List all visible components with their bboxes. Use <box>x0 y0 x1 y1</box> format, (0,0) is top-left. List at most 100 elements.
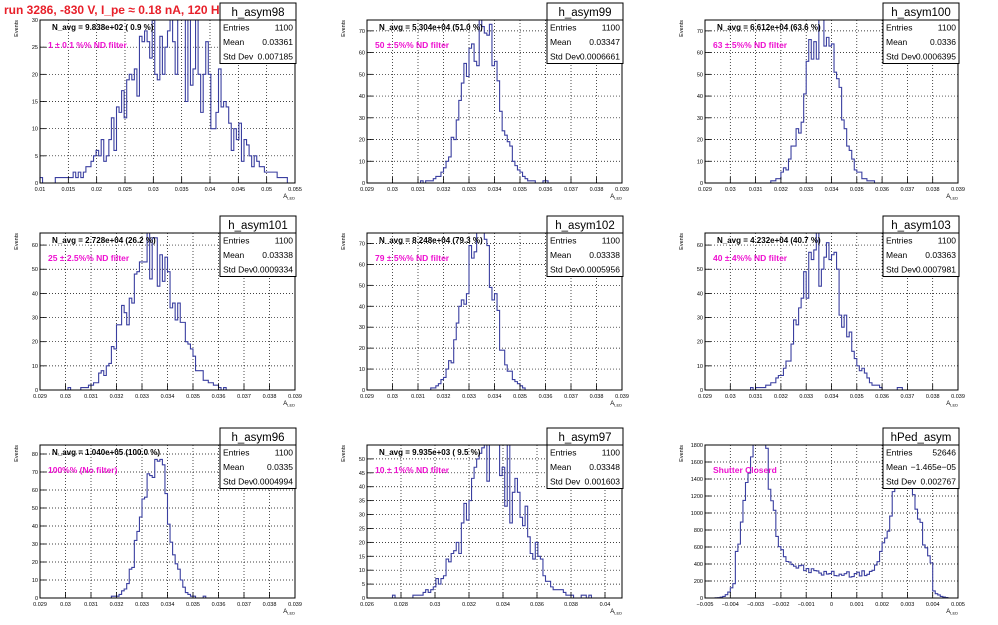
y-tick-label: 0 <box>35 181 38 187</box>
x-tick-label: 0.028 <box>394 602 408 608</box>
histogram-line <box>39 19 295 184</box>
y-tick-label: 40 <box>359 304 365 310</box>
y-tick-label: 0 <box>35 388 38 394</box>
y-axis-label: Events <box>679 445 685 462</box>
x-tick-label: 0.036 <box>875 394 889 400</box>
stats-key: Std Dev <box>886 477 917 487</box>
navg-label: N_avg = 8.248e+04 (79.3 %) <box>379 236 483 245</box>
x-tick-label: 0.038 <box>263 394 277 400</box>
x-tick-label: 0.039 <box>951 187 965 193</box>
filter-label: 25 ± 2.5%% ND filter <box>48 253 130 263</box>
y-tick-label: 0 <box>35 596 38 602</box>
x-tick-label: −0.005 <box>697 602 714 608</box>
y-tick-label: 0 <box>362 388 365 394</box>
stats-value: −1.465e−05 <box>911 462 957 472</box>
stats-value: 0.0009334 <box>253 265 293 275</box>
y-axis-label: Events <box>341 445 347 462</box>
x-tick-label: 0.037 <box>901 394 915 400</box>
y-tick-label: 30 <box>359 116 365 122</box>
histogram-panel-h_asym102: 0.029 0.03 0.031 0.032 0.033 0.034 0.035 0.036 0… <box>341 215 629 408</box>
x-tick-label: 0.034 <box>488 187 502 193</box>
x-tick-label: 0.003 <box>901 602 915 608</box>
stats-value: 1100 <box>275 448 294 458</box>
x-tick-label: 0.035 <box>850 394 864 400</box>
y-tick-label: 30 <box>359 325 365 331</box>
y-axis-label: Events <box>14 445 20 462</box>
x-tick-label: 0.039 <box>951 394 965 400</box>
y-tick-label: 50 <box>359 72 365 78</box>
x-tick-label: 0.033 <box>462 187 476 193</box>
x-tick-label: 0.037 <box>901 187 915 193</box>
x-tick-label: 0.038 <box>926 394 940 400</box>
y-tick-label: 35 <box>359 499 365 505</box>
histogram-panel-h_asym103: 0.029 0.03 0.031 0.032 0.033 0.034 0.035 0.036 0… <box>679 215 965 408</box>
x-tick-label: 0.035 <box>175 187 189 193</box>
histogram-panel-h_asym99: 0.029 0.03 0.031 0.032 0.033 0.034 0.035 0.036 0… <box>341 2 629 201</box>
x-tick-label: 0.032 <box>437 187 451 193</box>
stats-value: 0.03347 <box>589 37 620 47</box>
stats-key: Entries <box>223 23 249 33</box>
x-tick-label: 0.034 <box>161 394 175 400</box>
stats-key: Mean <box>550 462 572 472</box>
y-tick-label: 20 <box>697 340 703 346</box>
y-tick-label: 25 <box>359 526 365 532</box>
x-tick-label: 0.035 <box>186 394 200 400</box>
y-tick-label: 60 <box>697 243 703 249</box>
y-tick-label: 60 <box>697 51 703 57</box>
x-tick-label: 0.001 <box>850 602 864 608</box>
stats-title: h_asym96 <box>231 432 284 444</box>
x-tick-label: 0.034 <box>161 602 175 608</box>
stats-value: 0.03361 <box>262 37 293 47</box>
x-tick-label: 0.029 <box>33 394 47 400</box>
y-tick-label: 70 <box>359 241 365 247</box>
stats-title: h_asym103 <box>891 220 950 232</box>
x-tick-label: 0.03 <box>148 187 159 193</box>
x-axis-label: ALED <box>283 401 295 408</box>
histogram-line <box>705 232 958 391</box>
x-tick-label: 0.029 <box>698 394 712 400</box>
y-tick-label: 60 <box>359 262 365 268</box>
y-tick-label: 15 <box>359 554 365 560</box>
x-axis-label: ALED <box>610 194 622 201</box>
x-tick-label: −0.003 <box>747 602 764 608</box>
y-tick-label: 20 <box>359 138 365 144</box>
x-tick-label: −0.002 <box>772 602 789 608</box>
x-tick-label: 0.03 <box>725 394 736 400</box>
stats-key: Mean <box>223 250 245 260</box>
x-tick-label: 0.038 <box>590 394 604 400</box>
x-tick-label: 0.031 <box>84 602 98 608</box>
x-tick-label: 0.033 <box>462 394 476 400</box>
stats-value: 0.001603 <box>585 477 621 487</box>
histogram-line <box>705 444 958 599</box>
stats-title: h_asym101 <box>228 220 287 232</box>
x-tick-label: 0.033 <box>799 394 813 400</box>
x-tick-label: 0.03 <box>430 602 441 608</box>
x-tick-label: 0.031 <box>749 187 763 193</box>
x-tick-label: 0.031 <box>411 394 425 400</box>
y-tick-label: 10 <box>32 127 38 133</box>
stats-value: 1100 <box>602 448 621 458</box>
x-tick-label: 0.038 <box>564 602 578 608</box>
y-tick-label: 1800 <box>691 443 703 449</box>
x-tick-label: 0.039 <box>288 602 302 608</box>
stats-key: Mean <box>223 37 245 47</box>
y-tick-label: 20 <box>32 340 38 346</box>
stats-key: Entries <box>886 23 912 33</box>
y-tick-label: 70 <box>32 470 38 476</box>
y-tick-label: 5 <box>35 154 38 160</box>
stats-key: Mean <box>886 250 908 260</box>
stats-key: Mean <box>550 250 572 260</box>
x-tick-label: 0.035 <box>850 187 864 193</box>
x-tick-label: 0.036 <box>875 187 889 193</box>
x-tick-label: −0.004 <box>722 602 739 608</box>
x-tick-label: 0.032 <box>774 187 788 193</box>
x-tick-label: 0.035 <box>513 394 527 400</box>
stats-key: Std Dev <box>550 52 581 62</box>
y-tick-label: 40 <box>697 94 703 100</box>
stats-value: 1100 <box>275 23 294 33</box>
x-tick-label: 0.037 <box>564 187 578 193</box>
x-tick-label: 0.029 <box>698 187 712 193</box>
stats-box <box>546 2 624 64</box>
y-tick-label: 1600 <box>691 460 703 466</box>
stats-value: 0.0006395 <box>916 52 956 62</box>
